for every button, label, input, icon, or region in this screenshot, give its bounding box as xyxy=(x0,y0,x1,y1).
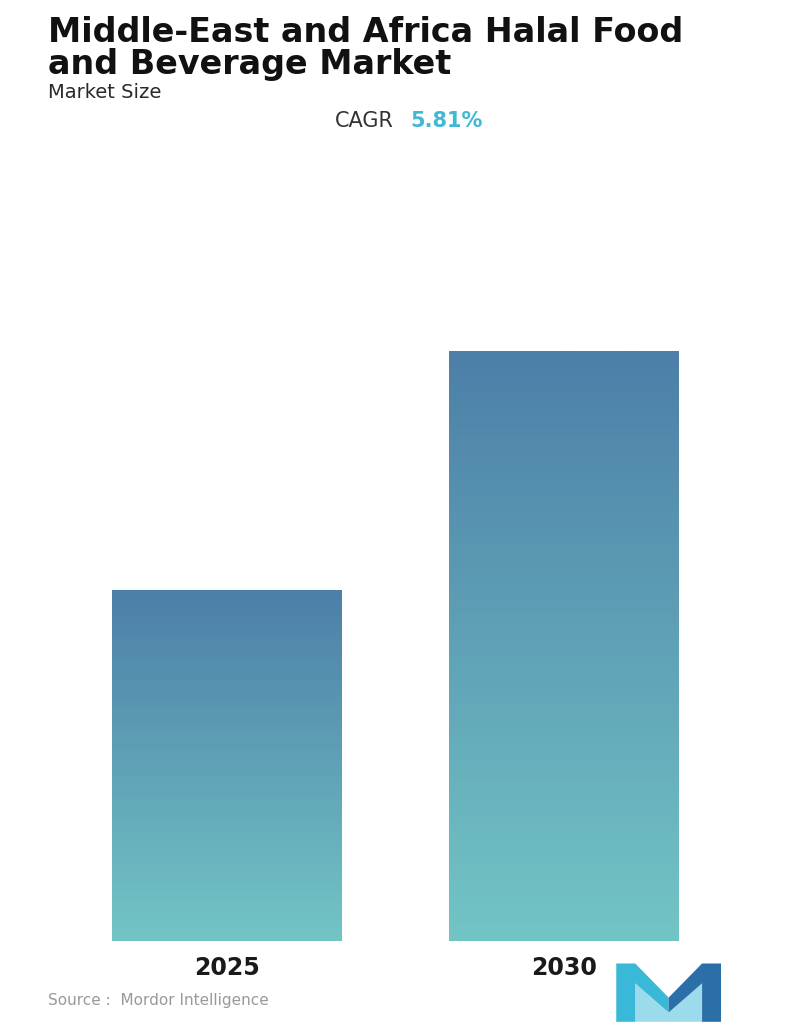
Text: and Beverage Market: and Beverage Market xyxy=(48,48,451,81)
Text: 5.81%: 5.81% xyxy=(410,111,482,130)
Polygon shape xyxy=(635,983,702,1022)
Text: Market Size: Market Size xyxy=(48,83,161,101)
Text: Source :  Mordor Intelligence: Source : Mordor Intelligence xyxy=(48,994,268,1008)
Text: CAGR: CAGR xyxy=(335,111,394,130)
Text: 2025: 2025 xyxy=(194,956,259,980)
Polygon shape xyxy=(616,964,669,1022)
Polygon shape xyxy=(669,964,721,1022)
Text: Middle-East and Africa Halal Food: Middle-East and Africa Halal Food xyxy=(48,16,683,49)
Text: 2030: 2030 xyxy=(531,956,596,980)
